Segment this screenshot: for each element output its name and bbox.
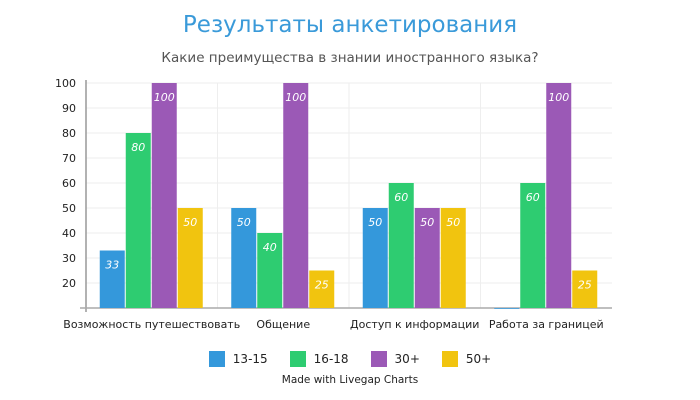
bar-data-label: 100 — [548, 91, 569, 104]
bar-data-label: 100 — [285, 91, 306, 104]
legend-item[interactable]: 50+ — [441, 351, 492, 367]
bar-data-label: 25 — [315, 279, 329, 292]
chart-subtitle: Какие преимущества в знании иностранного… — [161, 50, 539, 66]
bar-data-label: 25 — [578, 279, 592, 292]
bar-data-label: 100 — [154, 91, 175, 104]
x-category-label: Возможность путешествовать — [63, 318, 240, 331]
bar-30+ — [283, 83, 309, 308]
bar-13-15 — [99, 250, 125, 308]
legend-item[interactable]: 30+ — [370, 351, 420, 367]
x-category-label: Работа за границей — [489, 318, 604, 331]
bar-data-label: 50 — [446, 216, 460, 229]
bar-13-15 — [231, 208, 257, 308]
legend-label: 50+ — [465, 352, 492, 366]
bar-50+ — [177, 208, 203, 308]
bar-data-label: 50 — [183, 216, 197, 229]
bar-50+ — [572, 270, 598, 308]
y-tick-label: 20 — [62, 277, 76, 290]
bar-data-label: 33 — [105, 259, 119, 272]
bar-16-18 — [388, 183, 414, 308]
y-tick-label: 30 — [62, 252, 76, 265]
x-category-label: Доступ к информации — [350, 318, 479, 331]
bar-50+ — [309, 270, 335, 308]
bar-16-18 — [520, 183, 546, 308]
y-tick-label: 50 — [62, 202, 76, 215]
y-tick-label: 70 — [62, 152, 76, 165]
bar-data-label: 80 — [131, 141, 145, 154]
y-tick-label: 80 — [62, 127, 76, 140]
y-tick-label: 40 — [62, 227, 76, 240]
bar-data-label: 60 — [526, 191, 540, 204]
bar-data-label: 50 — [420, 216, 434, 229]
bar-data-label: 40 — [263, 241, 277, 254]
legend-swatch — [289, 351, 306, 367]
bar-data-label: 50 — [368, 216, 382, 229]
legend-item[interactable]: 16-18 — [289, 351, 349, 367]
bar-30+ — [414, 208, 440, 308]
y-tick-label: 100 — [55, 77, 76, 90]
bar-16-18 — [125, 133, 151, 308]
bar-16-18 — [257, 233, 283, 308]
legend-item[interactable]: 13-15 — [208, 351, 268, 367]
y-tick-label: 90 — [62, 102, 76, 115]
legend-label: 16-18 — [313, 352, 349, 366]
legend: 13-15 16-18 30+ 50+ — [0, 351, 700, 367]
x-category-label: Общение — [256, 318, 310, 331]
legend-label: 13-15 — [232, 352, 268, 366]
bar-50+ — [440, 208, 466, 308]
bar-13-15 — [494, 308, 520, 309]
legend-swatch — [370, 351, 387, 367]
bar-data-label: 60 — [394, 191, 408, 204]
legend-swatch — [441, 351, 458, 367]
bar-30+ — [151, 83, 177, 308]
legend-label: 30+ — [394, 352, 420, 366]
legend-swatch — [208, 351, 225, 367]
credit-text: Made with Livegap Charts — [281, 374, 419, 386]
chart-title: Результаты анкетирования — [182, 12, 518, 38]
bar-30+ — [546, 83, 572, 308]
bar-13-15 — [362, 208, 388, 308]
y-tick-label: 60 — [62, 177, 76, 190]
bar-data-label: 50 — [237, 216, 251, 229]
